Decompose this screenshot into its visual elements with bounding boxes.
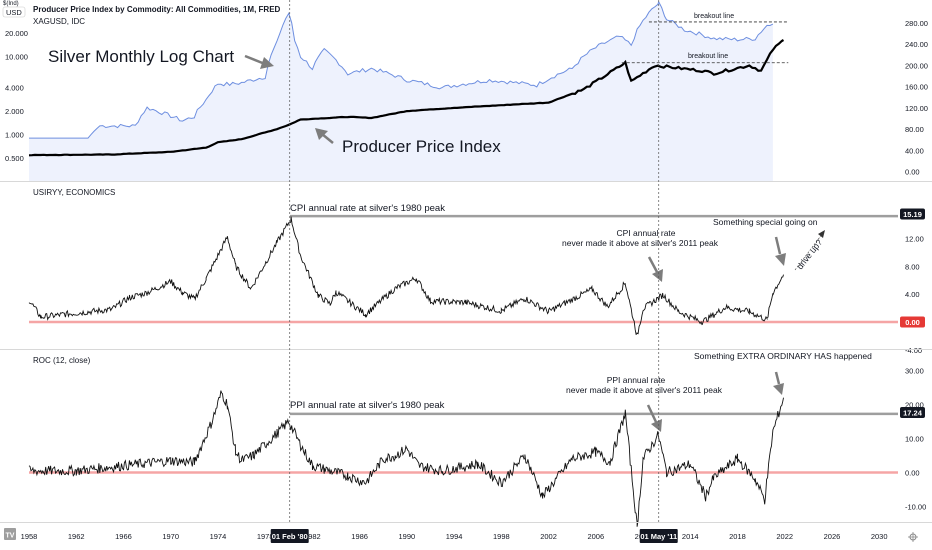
cpi-line (28, 216, 784, 336)
cpi-right-tick-label: 8.00 (905, 262, 920, 271)
annotation-something-special: Something special going on (713, 217, 818, 227)
arrow-icon (646, 404, 662, 432)
time-tick-label: 1966 (115, 532, 132, 541)
price-left-tick-label: 4.000 (5, 84, 24, 93)
roc-value-tag: 17.24 (900, 407, 925, 418)
time-tick-label: 1982 (304, 532, 321, 541)
cpi-right-tick-label: -4.00 (905, 346, 922, 355)
time-tick-label: 1970 (162, 532, 179, 541)
svg-text:17.24: 17.24 (903, 409, 923, 418)
price-right-tick-label: 0.00 (905, 168, 920, 177)
arrow-up-right-icon (794, 230, 825, 271)
price-left-tick-label: 20.000 (5, 29, 28, 38)
annotation-breakout-line-top: breakout line (694, 13, 734, 20)
roc-right-axis: 30.00 20.00 10.00 0.00 -10.00 (905, 367, 926, 512)
time-tick-label: 2030 (871, 532, 888, 541)
time-tick-label: 2022 (776, 532, 793, 541)
roc-panel: 30.00 20.00 10.00 0.00 -10.00 ROC (12, close… (28, 351, 926, 527)
cpi-value-tag: 15.19 (900, 208, 925, 220)
arrow-icon (315, 128, 334, 144)
roc-right-tick-label: 0.00 (905, 469, 920, 478)
time-highlight-box (270, 529, 309, 543)
time-tick-label: 2006 (587, 532, 604, 541)
annotation-cpi-annual-rate: CPI annual rate (616, 228, 675, 238)
settings-icon[interactable] (908, 532, 918, 542)
cpi-zero-tag: 0.00 (900, 316, 925, 328)
annotation-ppi-1980-peak: PPI annual rate at silver's 1980 peak (290, 400, 445, 411)
arrow-icon (774, 236, 786, 266)
time-tick-label: 1974 (210, 532, 227, 541)
price-panel-title: Producer Price Index by Commodity: All C… (33, 5, 281, 14)
svg-text:15.19: 15.19 (903, 210, 922, 219)
time-axis[interactable]: 1958 1962 1966 1970 1974 1978 1982 1986 1990 1994… (21, 532, 888, 541)
silver-price-line (29, 0, 774, 139)
time-axis-highlights: 01 Feb '80 01 May '11 (270, 529, 678, 543)
arrow-icon (244, 54, 274, 69)
price-right-tick-label: 160.00 (905, 83, 928, 92)
time-tick-label: 1990 (399, 532, 416, 541)
time-tick-label: 2018 (729, 532, 746, 541)
time-tick-label: 2002 (540, 532, 557, 541)
time-tick-label: 1962 (68, 532, 85, 541)
roc-right-tick-label: 20.00 (905, 401, 924, 410)
annotation-drive-up: drive up? (795, 237, 825, 271)
left-unit-top: $(Ind) (3, 1, 19, 7)
price-left-axis: 20.000 10.000 4.000 2.000 1.000 0.500 (5, 29, 28, 163)
annotation-cpi-never-above: never made it above at silver's 2011 pea… (562, 238, 719, 248)
annotation-ppi-never-above: never made it above at silver's 2011 pea… (566, 385, 723, 395)
time-tick-label: 1958 (21, 532, 38, 541)
price-right-tick-label: 240.00 (905, 40, 928, 49)
cpi-right-tick-label: 12.00 (905, 234, 924, 243)
price-left-tick-label: 2.000 (5, 107, 24, 116)
roc-panel-title: ROC (12, close) (33, 356, 91, 365)
price-right-tick-label: 40.00 (905, 146, 924, 155)
tradingview-logo-icon: TV (4, 528, 16, 540)
price-right-tick-label: 280.00 (905, 19, 928, 28)
price-left-tick-label: 0.500 (5, 154, 24, 163)
time-tick-label: 1978 (257, 532, 274, 541)
price-left-tick-label: 10.000 (5, 52, 28, 61)
svg-text:TV: TV (6, 533, 15, 540)
price-left-tick-label: 1.000 (5, 131, 24, 140)
roc-right-tick-label: -10.00 (905, 503, 926, 512)
unit-badge[interactable] (2, 6, 26, 18)
time-tick-label: 2014 (682, 532, 699, 541)
annotation-breakout-line-bottom: breakout line (688, 53, 728, 60)
price-panel-subtitle: XAGUSD, IDC (33, 17, 85, 26)
annotation-ppi-annual-rate: PPI annual rate (607, 375, 666, 385)
ppi-line (28, 39, 785, 157)
left-unit: USD (6, 8, 22, 17)
time-tick-label: 1994 (446, 532, 463, 541)
time-tick-label: 1986 (351, 532, 368, 541)
price-right-tick-label: 120.00 (905, 104, 928, 113)
roc-right-tick-label: 10.00 (905, 435, 924, 444)
annotation-producer-price-index: Producer Price Index (342, 137, 501, 156)
svg-text:0.00: 0.00 (905, 318, 920, 327)
arrow-icon (773, 371, 784, 395)
time-highlight-box (639, 529, 678, 543)
arrow-icon (647, 256, 663, 282)
annotation-extra-ordinary: Something EXTRA ORDINARY HAS happened (694, 351, 872, 361)
roc-right-tick-label: 30.00 (905, 367, 924, 376)
time-highlight-label: 01 Feb '80 (272, 532, 308, 541)
price-right-axis: 280.00 240.00 200.00 160.00 120.00 80.00 40.00… (905, 19, 928, 177)
time-tick-label: 2026 (824, 532, 841, 541)
roc-line (28, 390, 784, 527)
silver-area-fill (29, 1, 773, 181)
cpi-panel-title: USIRYY, ECONOMICS (33, 188, 115, 197)
annotation-cpi-1980-peak: CPI annual rate at silver's 1980 peak (290, 203, 445, 214)
time-highlight-label: 01 May '11 (640, 532, 677, 541)
annotation-silver-log-chart: Silver Monthly Log Chart (48, 47, 234, 66)
price-right-tick-label: 80.00 (905, 125, 924, 134)
cpi-right-tick-label: 4.00 (905, 290, 920, 299)
price-right-tick-label: 200.00 (905, 61, 928, 70)
time-tick-label: 1998 (493, 532, 510, 541)
